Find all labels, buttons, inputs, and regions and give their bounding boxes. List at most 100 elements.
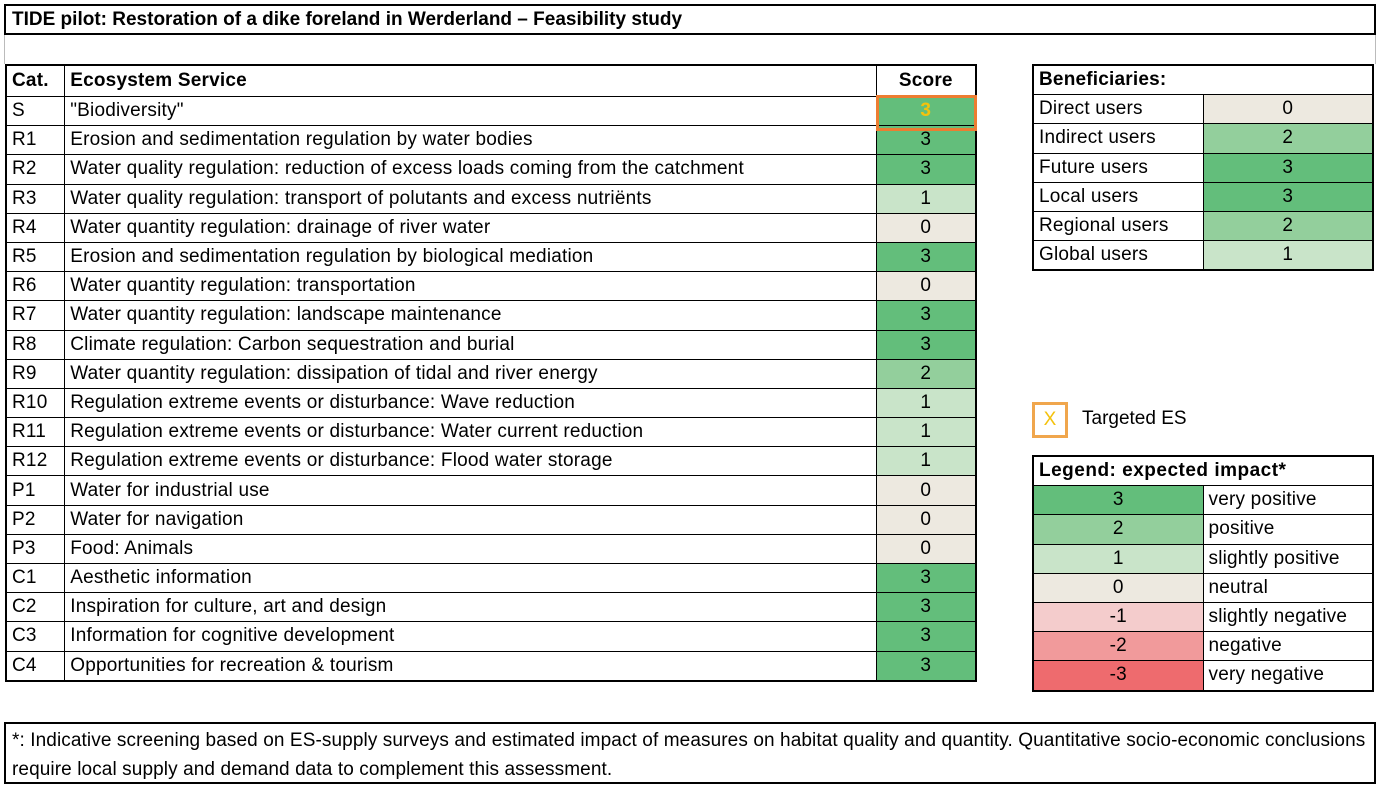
legend-row: 1 slightly positive <box>1032 543 1374 574</box>
targeted-es-frame <box>876 95 977 131</box>
ecosystem-services-table: Cat. Ecosystem Service Score S "Biodivers… <box>5 64 977 682</box>
legend-table: Legend: expected impact* 3 very positive 2… <box>1032 455 1374 692</box>
legend-header: Legend: expected impact* <box>1032 455 1374 487</box>
row-score: 0 <box>875 475 977 506</box>
table-row: R8 Climate regulation: Carbon sequestrati… <box>5 329 977 360</box>
legend-label: positive <box>1202 514 1374 545</box>
beneficiary-value: 3 <box>1202 181 1374 212</box>
table-row: C3 Information for cognitive development 3 <box>5 621 977 652</box>
row-service: Information for cognitive development <box>64 621 877 652</box>
legend-label: very negative <box>1202 660 1374 691</box>
row-cat: R5 <box>5 241 66 273</box>
row-service: Erosion and sedimentation regulation by … <box>64 241 877 273</box>
table-row: R5 Erosion and sedimentation regulation b… <box>5 241 977 273</box>
row-cat: C2 <box>5 592 66 623</box>
header-cat: Cat. <box>5 64 66 97</box>
beneficiary-row: Local users 3 <box>1032 181 1374 212</box>
beneficiary-label: Future users <box>1032 152 1204 183</box>
table-row: R6 Water quantity regulation: transportat… <box>5 271 977 302</box>
beneficiaries-header-row: Beneficiaries: <box>1032 64 1374 96</box>
table-row: R7 Water quantity regulation: landscape m… <box>5 300 977 331</box>
beneficiary-row: Future users 3 <box>1032 152 1374 183</box>
row-score: 3 <box>875 241 977 273</box>
header-service: Ecosystem Service <box>64 64 877 97</box>
row-score: 1 <box>875 183 977 214</box>
row-service: Erosion and sedimentation regulation by … <box>64 125 877 156</box>
table-row: R4 Water quantity regulation: drainage of… <box>5 212 977 243</box>
row-service: Opportunities for recreation & tourism <box>64 650 877 682</box>
table-row: R1 Erosion and sedimentation regulation b… <box>5 125 977 156</box>
row-score: 0 <box>875 212 977 243</box>
row-service: Water for industrial use <box>64 475 877 506</box>
beneficiary-value: 0 <box>1202 94 1374 125</box>
table-row: C1 Aesthetic information 3 <box>5 562 977 594</box>
legend-swatch: 0 <box>1032 572 1204 603</box>
row-score: 0 <box>875 504 977 535</box>
table-header-row: Cat. Ecosystem Service Score <box>5 64 977 97</box>
table-row: R11 Regulation extreme events or disturba… <box>5 417 977 448</box>
table-row: P3 Food: Animals 0 <box>5 533 977 565</box>
row-service: Regulation extreme events or disturbance… <box>64 446 877 477</box>
row-service: Water quantity regulation: drainage of r… <box>64 212 877 243</box>
row-score: 3 <box>875 621 977 652</box>
row-cat: R11 <box>5 417 66 448</box>
row-score: 3 <box>875 95 977 127</box>
row-score: 0 <box>875 533 977 565</box>
row-score: 2 <box>875 358 977 389</box>
beneficiary-row: Direct users 0 <box>1032 94 1374 125</box>
row-cat: R8 <box>5 329 66 360</box>
table-row: S "Biodiversity" 3 <box>5 95 977 127</box>
row-service: Inspiration for culture, art and design <box>64 592 877 623</box>
row-cat: R9 <box>5 358 66 389</box>
row-cat: R1 <box>5 125 66 156</box>
row-score: 3 <box>875 329 977 360</box>
legend-row: 2 positive <box>1032 514 1374 545</box>
legend-label: very positive <box>1202 485 1374 516</box>
row-score: 3 <box>875 650 977 682</box>
row-score: 3 <box>875 592 977 623</box>
row-service: Regulation extreme events or disturbance… <box>64 387 877 419</box>
targeted-es-key-label: Targeted ES <box>1082 408 1187 429</box>
table-row: R10 Regulation extreme events or disturba… <box>5 387 977 419</box>
row-service: "Biodiversity" <box>64 95 877 127</box>
header-score: Score <box>875 64 977 97</box>
row-service: Food: Animals <box>64 533 877 565</box>
beneficiary-label: Indirect users <box>1032 123 1204 154</box>
row-score: 1 <box>875 446 977 477</box>
row-cat: C4 <box>5 650 66 682</box>
beneficiary-value: 2 <box>1202 210 1374 242</box>
beneficiary-row: Global users 1 <box>1032 240 1374 271</box>
beneficiary-row: Regional users 2 <box>1032 210 1374 242</box>
row-service: Aesthetic information <box>64 562 877 594</box>
beneficiary-label: Global users <box>1032 240 1204 271</box>
targeted-es-key-box: X <box>1032 402 1068 438</box>
table-row: P2 Water for navigation 0 <box>5 504 977 535</box>
row-cat: R10 <box>5 387 66 419</box>
beneficiary-value: 2 <box>1202 123 1374 154</box>
table-row: P1 Water for industrial use 0 <box>5 475 977 506</box>
legend-row: 3 very positive <box>1032 485 1374 516</box>
legend-swatch: 2 <box>1032 514 1204 545</box>
table-row: R3 Water quality regulation: transport of… <box>5 183 977 214</box>
beneficiary-value: 3 <box>1202 152 1374 183</box>
legend-swatch: -2 <box>1032 631 1204 662</box>
row-cat: R3 <box>5 183 66 214</box>
row-service: Water quantity regulation: dissipation o… <box>64 358 877 389</box>
page-title: TIDE pilot: Restoration of a dike forela… <box>4 4 1376 35</box>
row-service: Water quantity regulation: transportatio… <box>64 271 877 302</box>
row-service: Regulation extreme events or disturbance… <box>64 417 877 448</box>
row-cat: R2 <box>5 154 66 185</box>
row-service: Water quality regulation: transport of p… <box>64 183 877 214</box>
footnote: *: Indicative screening based on ES-supp… <box>4 722 1376 784</box>
separator-strip <box>4 35 1376 64</box>
row-cat: S <box>5 95 66 127</box>
legend-label: slightly positive <box>1202 543 1374 574</box>
row-cat: R6 <box>5 271 66 302</box>
legend-swatch: -1 <box>1032 601 1204 633</box>
legend-swatch: 1 <box>1032 543 1204 574</box>
row-score: 1 <box>875 417 977 448</box>
row-score: 3 <box>875 300 977 331</box>
legend-swatch: -3 <box>1032 660 1204 691</box>
legend-label: neutral <box>1202 572 1374 603</box>
beneficiary-value: 1 <box>1202 240 1374 271</box>
